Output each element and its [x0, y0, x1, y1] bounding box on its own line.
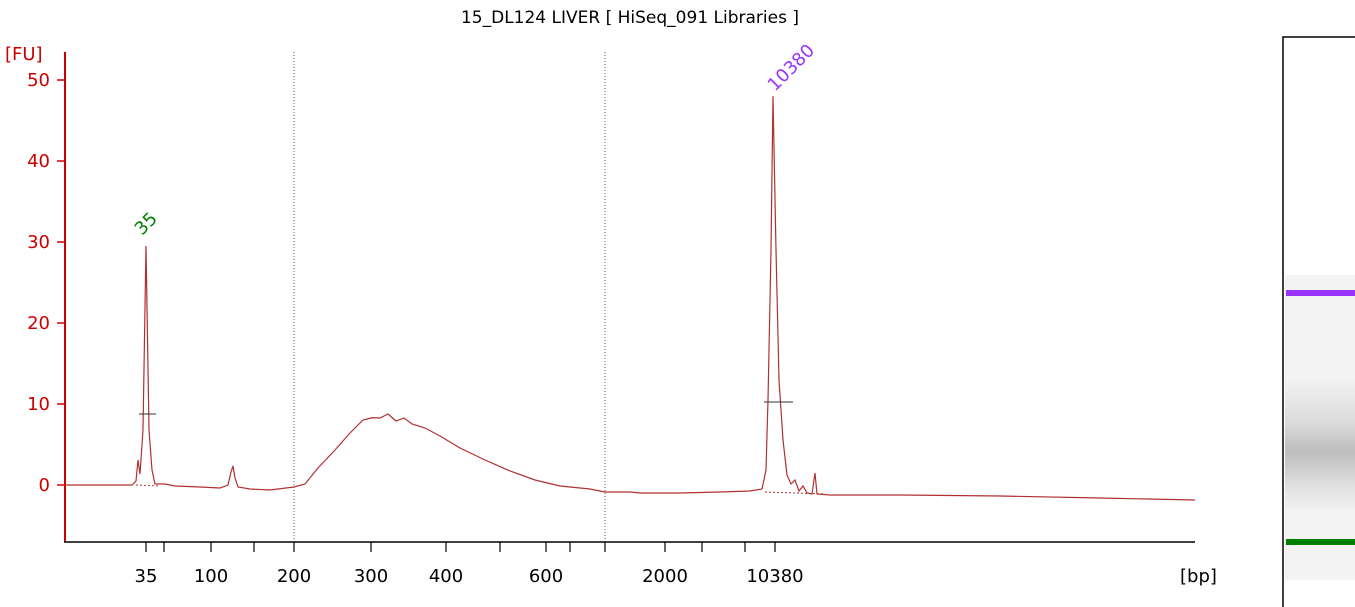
gel-smear: [1285, 380, 1355, 510]
x-tick-label: 100: [194, 566, 228, 587]
y-tick-label: 10: [27, 394, 50, 415]
baseline-upper-peak: [764, 491, 826, 495]
gel-band-lower-marker: [1286, 539, 1355, 545]
y-tick-label: 30: [27, 232, 50, 253]
x-tick-label: 300: [354, 566, 388, 587]
baseline-lower-peak: [135, 484, 161, 487]
x-tick-label: 35: [135, 566, 158, 587]
y-axis-label: [FU]: [5, 44, 43, 65]
axes: [64, 52, 1195, 543]
x-axis-label: [bp]: [1180, 566, 1217, 587]
peak-label-lower: 35: [131, 208, 162, 239]
x-tick-label: 10380: [746, 566, 803, 587]
y-tick-label: 50: [27, 70, 50, 91]
trace-line: [65, 96, 1196, 501]
x-tick-label: 200: [277, 566, 311, 587]
x-ticks: 35 100 200 300 400 600 2000 10380: [135, 542, 804, 587]
x-tick-label: 600: [529, 566, 563, 587]
gel-lane: [1282, 36, 1355, 607]
chart-title: 15_DL124 LIVER [ HiSeq_091 Libraries ]: [461, 8, 799, 28]
y-tick-label: 20: [27, 313, 50, 334]
x-tick-label: 2000: [642, 566, 688, 587]
peak-label-upper: 10380: [764, 40, 819, 95]
x-tick-label: 400: [429, 566, 463, 587]
y-tick-label: 40: [27, 151, 50, 172]
y-tick-label: 0: [39, 475, 50, 496]
y-ticks: 0 10 20 30 40 50: [27, 70, 65, 496]
gel-band-upper-marker: [1286, 290, 1355, 296]
